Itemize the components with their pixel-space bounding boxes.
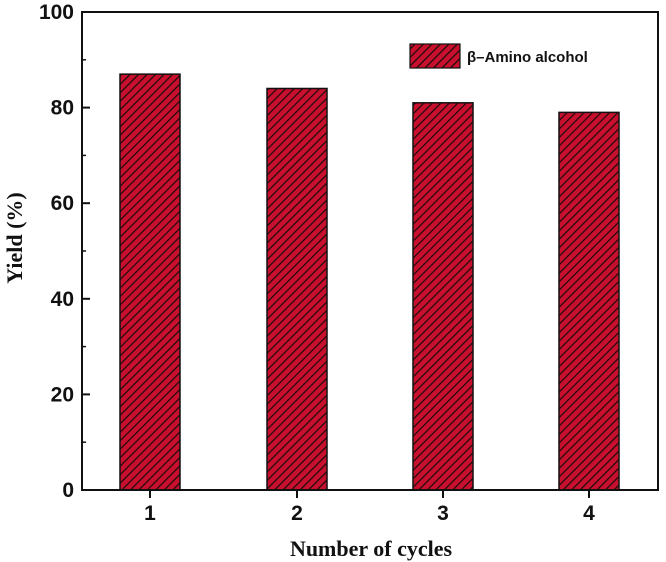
y-tick-label: 40 bbox=[51, 288, 74, 311]
bars bbox=[119, 73, 620, 491]
x-axis-title: Number of cycles bbox=[290, 536, 453, 561]
y-tick-label: 20 bbox=[51, 383, 74, 406]
y-tick-label: 100 bbox=[39, 1, 74, 24]
y-axis-ticks: 0 20 40 60 80 100 bbox=[39, 1, 90, 502]
y-axis-title: Yield (%) bbox=[2, 192, 27, 283]
x-tick-label: 3 bbox=[437, 502, 449, 525]
x-tick-label: 2 bbox=[291, 502, 303, 525]
x-axis-ticks: 1 2 3 4 bbox=[144, 490, 595, 525]
y-tick-label: 0 bbox=[62, 479, 74, 502]
bar-cycle-4 bbox=[558, 111, 620, 491]
x-tick-label: 4 bbox=[583, 502, 595, 525]
x-tick-label: 1 bbox=[144, 502, 156, 525]
bar-cycle-1 bbox=[119, 73, 181, 491]
legend: β–Amino alcohol bbox=[409, 43, 588, 69]
legend-swatch bbox=[409, 43, 461, 69]
bar-cycle-2 bbox=[266, 87, 328, 491]
bar-cycle-3 bbox=[412, 102, 474, 491]
y-tick-label: 60 bbox=[51, 192, 74, 215]
y-tick-label: 80 bbox=[51, 97, 74, 120]
legend-label: β–Amino alcohol bbox=[467, 49, 588, 66]
